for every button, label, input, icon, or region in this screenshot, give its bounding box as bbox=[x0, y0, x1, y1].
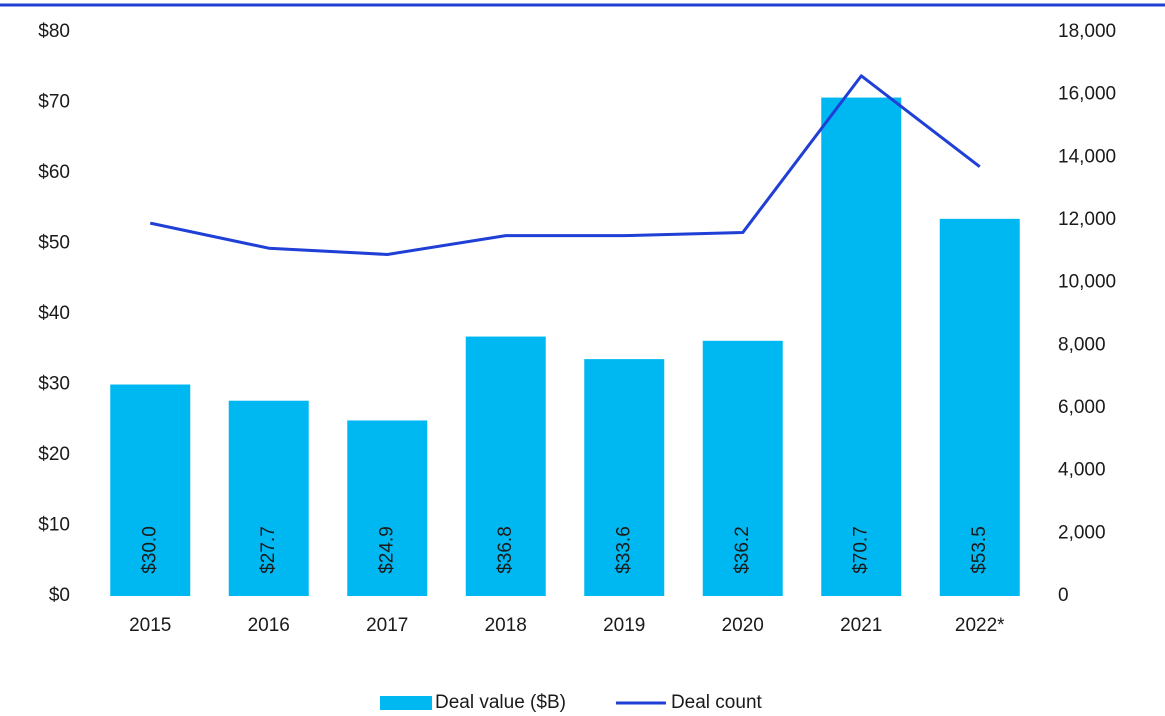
y-tick-label: $20 bbox=[38, 444, 70, 465]
y-tick-label: $40 bbox=[38, 303, 70, 324]
line bbox=[149, 74, 981, 256]
x-tick-label: 2016 bbox=[248, 615, 290, 636]
data-label: $33.6 bbox=[613, 526, 634, 574]
y2-tick-label: 8,000 bbox=[1058, 334, 1106, 355]
y-tick-label: $30 bbox=[38, 374, 70, 395]
x-tick-label: 2017 bbox=[366, 615, 408, 636]
legend-label: Deal value ($B) bbox=[435, 692, 566, 713]
data-label: $24.9 bbox=[376, 526, 397, 574]
bar bbox=[347, 420, 428, 596]
data-label: $36.2 bbox=[732, 526, 753, 574]
y2-tick-label: 2,000 bbox=[1058, 522, 1106, 543]
bar bbox=[465, 336, 546, 596]
y-tick-label: $10 bbox=[38, 515, 70, 536]
x-tick-label: 2022* bbox=[955, 615, 1005, 636]
legend-swatch bbox=[380, 696, 432, 710]
bar bbox=[110, 384, 191, 596]
y2-tick-label: 12,000 bbox=[1058, 209, 1116, 230]
x-tick-label: 2018 bbox=[485, 615, 527, 636]
y-tick-label: $0 bbox=[49, 585, 70, 606]
data-label: $36.8 bbox=[495, 526, 516, 574]
data-label: $27.7 bbox=[258, 526, 279, 574]
y2-tick-label: 0 bbox=[1058, 585, 1069, 606]
y-tick-label: $60 bbox=[38, 162, 70, 183]
bar bbox=[939, 218, 1020, 596]
legend-label: Deal count bbox=[671, 692, 763, 713]
y2-tick-label: 18,000 bbox=[1058, 21, 1116, 42]
bar bbox=[702, 340, 783, 596]
y2-tick-label: 16,000 bbox=[1058, 84, 1116, 105]
bar bbox=[821, 97, 902, 596]
y2-tick-label: 6,000 bbox=[1058, 397, 1106, 418]
y2-tick-label: 14,000 bbox=[1058, 146, 1116, 167]
x-tick-label: 2015 bbox=[129, 615, 171, 636]
y-tick-label: $50 bbox=[38, 233, 70, 254]
x-tick-label: 2019 bbox=[603, 615, 645, 636]
data-label: $30.0 bbox=[139, 526, 160, 574]
y2-tick-label: 4,000 bbox=[1058, 460, 1106, 481]
y2-tick-label: 10,000 bbox=[1058, 272, 1116, 293]
x-tick-label: 2020 bbox=[722, 615, 764, 636]
y-tick-label: $70 bbox=[38, 92, 70, 113]
y-tick-label: $80 bbox=[38, 21, 70, 42]
bar bbox=[584, 359, 665, 596]
x-tick-label: 2021 bbox=[840, 615, 882, 636]
bar bbox=[228, 400, 309, 596]
data-label: $53.5 bbox=[969, 526, 990, 574]
data-label: $70.7 bbox=[850, 526, 871, 574]
